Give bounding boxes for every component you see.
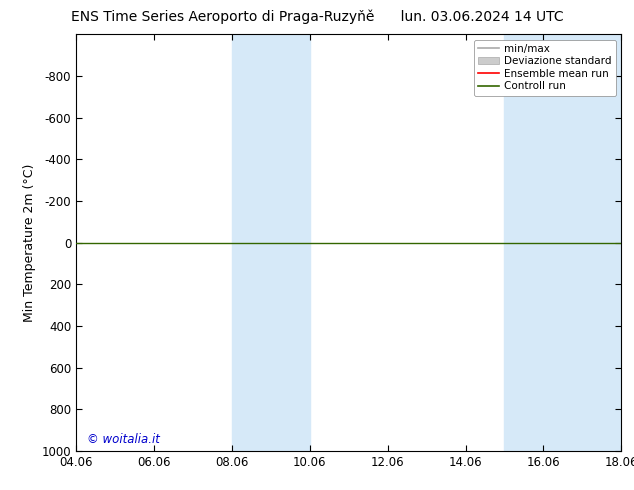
Text: ENS Time Series Aeroporto di Praga-Ruzyňě      lun. 03.06.2024 14 UTC: ENS Time Series Aeroporto di Praga-Ruzyň…: [70, 10, 564, 24]
Y-axis label: Min Temperature 2m (°C): Min Temperature 2m (°C): [23, 163, 36, 322]
Bar: [232, 34, 310, 451]
Bar: [505, 34, 621, 451]
Legend: min/max, Deviazione standard, Ensemble mean run, Controll run: min/max, Deviazione standard, Ensemble m…: [474, 40, 616, 96]
Text: © woitalia.it: © woitalia.it: [87, 433, 160, 446]
